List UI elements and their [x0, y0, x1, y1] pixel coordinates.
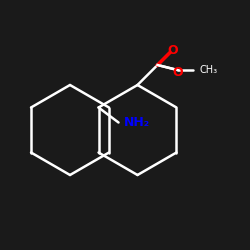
Text: NH₂: NH₂ [124, 116, 150, 129]
Text: CH₃: CH₃ [200, 65, 218, 75]
Text: O: O [167, 44, 178, 57]
Text: O: O [172, 66, 183, 79]
